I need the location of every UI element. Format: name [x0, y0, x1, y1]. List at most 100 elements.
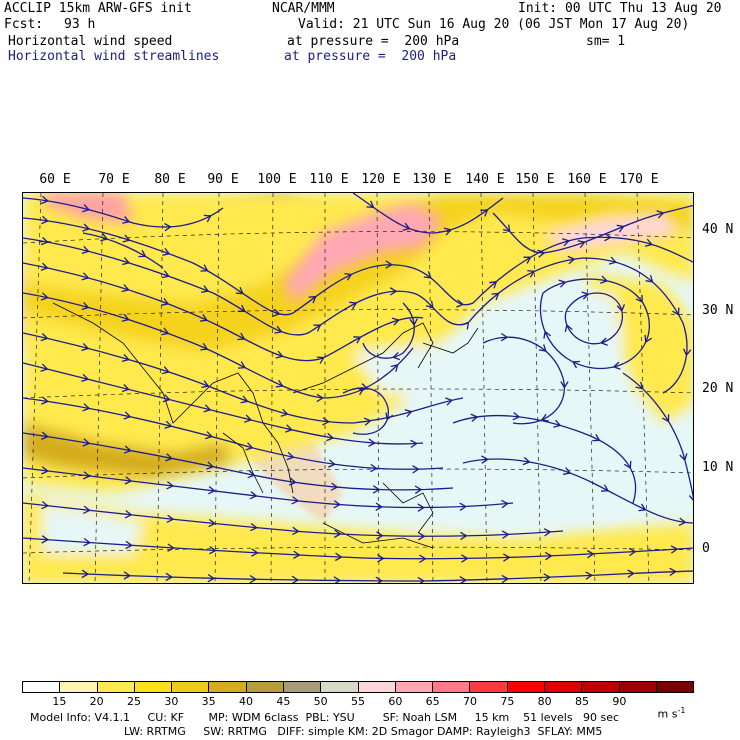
arrow-chevron: [81, 569, 90, 579]
arrow-chevron: [82, 223, 91, 232]
arrow-chevron: [368, 438, 376, 447]
lat-label: 0: [702, 541, 710, 556]
arrow-chevron: [162, 394, 171, 403]
arrow-chevron: [501, 499, 509, 509]
arrow-chevron: [385, 260, 394, 269]
arrow-chevron: [165, 572, 174, 582]
arrow-chevron: [456, 299, 465, 308]
colorbar-swatch: [283, 682, 322, 692]
colorbar-swatch: [134, 682, 173, 692]
arrow-chevron: [600, 275, 609, 284]
unit-text: m s: [657, 707, 678, 721]
coastlines: [52, 302, 479, 549]
arrow-chevron: [522, 456, 531, 466]
lon-label: 140 E: [465, 172, 505, 187]
arrow-chevron: [334, 552, 343, 562]
colorbar-swatch: [544, 682, 583, 692]
arrow-chevron: [322, 417, 330, 426]
arrow-chevron: [410, 439, 418, 449]
arrow-chevron: [161, 298, 170, 306]
arrow-chevron: [501, 574, 510, 583]
arrow-chevron: [544, 551, 553, 561]
arrow-chevron: [41, 466, 50, 475]
arrow-chevron: [250, 522, 258, 532]
arrow-chevron: [121, 353, 130, 363]
organization: NCAR/MMM: [272, 1, 335, 16]
arrow-chevron: [83, 505, 91, 514]
arrow-chevron: [560, 381, 569, 389]
arrow-chevron: [208, 485, 216, 495]
streamline-arrows: [40, 195, 693, 583]
arrow-chevron: [161, 366, 170, 375]
arrow-chevron: [592, 433, 601, 442]
smoothing: sm= 1: [586, 34, 626, 49]
colorbar-label: 45: [276, 695, 291, 708]
arrow-chevron: [206, 461, 215, 470]
arrow-chevron: [391, 317, 400, 326]
arrow-chevron: [656, 210, 665, 219]
arrow-chevron: [366, 200, 375, 209]
colorbar-label: 85: [575, 695, 589, 708]
arrow-chevron: [201, 380, 210, 389]
lon-label: 120 E: [361, 172, 401, 187]
arrow-chevron: [491, 292, 500, 301]
arrow-chevron: [558, 279, 567, 288]
arrow-chevron: [166, 481, 175, 490]
arrow-chevron: [272, 308, 281, 317]
arrow-chevron: [209, 545, 217, 555]
arrow-chevron: [459, 502, 468, 511]
arrow-chevron: [460, 531, 468, 541]
arrow-chevron: [41, 500, 50, 510]
arrow-chevron: [124, 510, 133, 519]
arrow-chevron: [125, 540, 134, 550]
arrow-chevron: [161, 270, 170, 279]
arrow-chevron: [418, 532, 426, 541]
arrow-chevron: [82, 204, 91, 213]
wind-map-canvas: [23, 193, 693, 583]
lon-label: 70 E: [98, 172, 130, 187]
arrow-chevron: [124, 476, 133, 485]
arrow-chevron: [162, 247, 171, 256]
colorbar-swatch: [470, 682, 508, 692]
arrow-chevron: [480, 209, 489, 217]
colorbar-swatch: [246, 682, 284, 692]
arrow-chevron: [308, 295, 317, 304]
colorbar-swatch: [395, 682, 434, 692]
colorbar-label: 15: [52, 695, 67, 708]
field1-level: at pressure = 200 hPa: [287, 34, 460, 49]
arrow-chevron: [167, 543, 175, 552]
unit-exponent: -1: [677, 706, 686, 715]
wind-speed-colorbar: [22, 681, 694, 693]
arrow-chevron: [330, 482, 339, 491]
arrow-chevron: [414, 485, 423, 494]
lon-label: 100 E: [257, 172, 297, 187]
colorbar-label: 60: [388, 695, 403, 708]
arrow-chevron: [41, 535, 50, 544]
arrow-chevron: [543, 573, 552, 582]
colorbar-label: 90: [612, 695, 627, 708]
arrow-chevron: [100, 233, 109, 242]
arrow-chevron: [502, 553, 511, 562]
arrow-chevron: [316, 393, 325, 403]
arrow-chevron: [564, 323, 573, 333]
arrow-chevron: [377, 554, 385, 563]
lat-label: 40 N: [702, 222, 734, 237]
arrow-chevron: [333, 500, 342, 509]
lon-label: 110 E: [309, 172, 349, 187]
arrow-chevron: [385, 412, 394, 421]
arrow-chevron: [81, 373, 90, 383]
arrow-chevron: [313, 324, 322, 332]
forecast-hour: 93 h: [64, 17, 96, 32]
arrow-chevron: [200, 264, 209, 272]
arrow-chevron: [638, 503, 647, 512]
arrow-chevron: [372, 485, 381, 494]
arrow-chevron: [500, 332, 509, 342]
arrow-chevron: [616, 224, 625, 233]
arrow-chevron: [501, 530, 510, 539]
arrow-chevron: [375, 576, 384, 583]
arrow-chevron: [404, 409, 413, 418]
field2-level: at pressure = 200 hPa: [284, 49, 457, 64]
arrow-chevron: [688, 495, 693, 501]
arrow-chevron: [40, 333, 49, 342]
lat-label: 20 N: [702, 381, 734, 396]
